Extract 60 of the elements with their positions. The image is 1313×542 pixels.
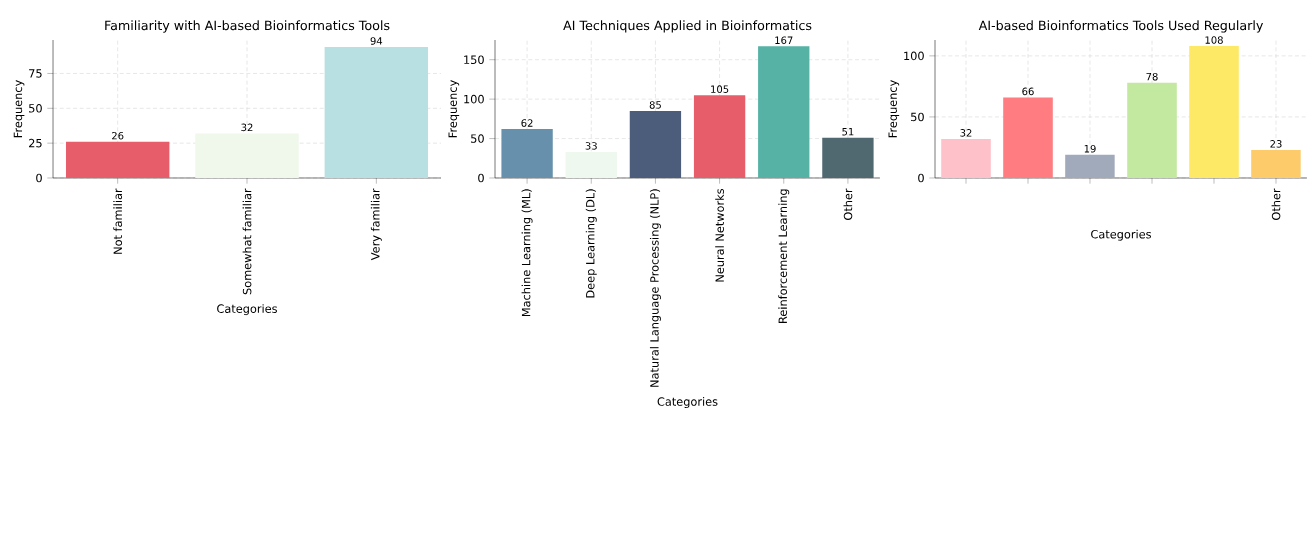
data-label: 62 — [521, 119, 533, 127]
x-axis-title: Categories — [657, 397, 718, 409]
x-tick-label: Neural Networks — [715, 188, 724, 282]
bar — [1127, 82, 1177, 178]
y-tick-label: 75 — [29, 69, 42, 78]
y-axis-title: Frequency — [448, 80, 460, 138]
y-tick-label: 50 — [29, 104, 42, 113]
data-label: 32 — [960, 129, 972, 137]
x-tick-label: Machine Learning (ML) — [521, 189, 533, 317]
bar — [324, 46, 429, 178]
bar — [565, 151, 617, 178]
data-label: 94 — [370, 37, 383, 45]
x-tick-label: Other — [843, 188, 853, 220]
data-label: 167 — [775, 36, 793, 45]
y-tick-label: 0 — [36, 173, 42, 183]
bar — [1251, 149, 1301, 178]
data-label: 85 — [649, 101, 661, 109]
x-axis-title: Categories — [1091, 229, 1151, 241]
bar — [195, 133, 299, 178]
bar — [629, 110, 682, 178]
bar — [822, 137, 874, 178]
data-label: 108 — [1205, 36, 1223, 44]
data-label: 19 — [1084, 144, 1096, 153]
chart-title: AI-based Bioinformatics Tools Used Regularly — [978, 20, 1264, 33]
bar — [1065, 154, 1115, 178]
y-axis-title: Frequency — [13, 80, 25, 138]
data-label: 105 — [711, 85, 729, 93]
y-tick-label: 0 — [478, 173, 484, 183]
data-label: 33 — [585, 142, 597, 150]
chart-title: AI Techniques Applied in Bioinformatics — [563, 20, 812, 33]
bar — [65, 141, 170, 178]
bar — [758, 46, 810, 178]
y-tick-label: 50 — [471, 134, 484, 143]
x-tick-label: Not familiar — [113, 188, 123, 254]
bar — [1003, 97, 1053, 178]
y-tick-label: 100 — [464, 94, 484, 104]
y-tick-label: 25 — [29, 138, 42, 148]
chart-title: Familiarity with AI-based Bioinformatics Tools — [105, 20, 390, 33]
y-tick-label: 150 — [464, 55, 484, 64]
x-tick-label: Somewhat familiar — [242, 188, 252, 295]
x-tick-label: Reinforcement Learning — [778, 189, 790, 323]
data-label: 23 — [1270, 140, 1282, 148]
x-axis-title: Categories — [217, 304, 277, 316]
x-tick-label: Other — [1271, 188, 1281, 220]
data-label: 32 — [241, 123, 253, 132]
y-tick-label: 50 — [911, 112, 924, 122]
x-tick-label: Deep Learning (DL) — [585, 189, 597, 298]
y-tick-label: 0 — [918, 173, 924, 183]
bar — [1189, 46, 1239, 178]
data-label: 51 — [842, 128, 854, 136]
x-tick-label: Very familiar — [370, 188, 382, 261]
bar — [941, 138, 991, 178]
y-axis-title: Frequency — [888, 80, 900, 138]
data-label: 66 — [1022, 87, 1034, 96]
x-tick-label: Natural Language Processing (NLP) — [649, 189, 661, 387]
data-label: 26 — [112, 131, 124, 140]
data-label: 78 — [1146, 72, 1158, 81]
bar — [693, 95, 746, 178]
y-tick-label: 100 — [904, 51, 924, 61]
bar — [501, 129, 553, 178]
